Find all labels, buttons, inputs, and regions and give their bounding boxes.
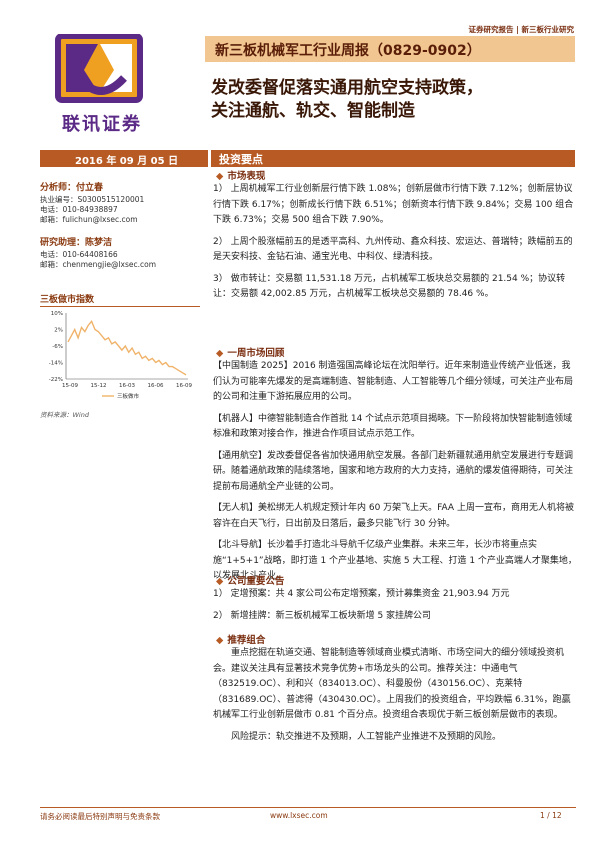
analyst-phone: 电话：010-84938897 bbox=[40, 205, 118, 214]
review-para: 【中国制造 2025】2016 制造强国高峰论坛在沈阳举行。近年来制造业传统产业… bbox=[213, 361, 574, 402]
headline-line-1: 发改委督促落实通用航空支持政策， bbox=[211, 78, 483, 98]
legend-label: 三板做市 bbox=[117, 392, 140, 400]
portfolio-para: 重点挖掘在轨道交通、智能制造等领域商业模式清晰、市场空间大的细分领域投资机会。建… bbox=[213, 648, 571, 720]
x-tick-label: 16-03 bbox=[119, 383, 135, 389]
assistant-email[interactable]: 邮箱：chenmengjie@lxsec.com bbox=[40, 260, 157, 269]
highlights-title: 投资要点 bbox=[219, 153, 263, 166]
section-company-title: 公司重要公告 bbox=[227, 576, 285, 587]
market-para: 2） 上周个股涨幅前五的是透平高科、九州传动、鑫众科技、宏运达、普瑞特；跌幅前五… bbox=[213, 236, 573, 263]
date-bar: 2016 年 09 月 05 日 bbox=[40, 150, 208, 167]
headline: 发改委督促落实通用航空支持政策， 关注通航、轨交、智能制造 bbox=[211, 77, 581, 123]
analyst-license: 执业编号：S0300515120001 bbox=[40, 195, 145, 204]
section-market-title: 市场表现 bbox=[227, 171, 266, 182]
assistant-phone: 电话：010-64408166 bbox=[40, 250, 118, 259]
series-line bbox=[67, 319, 187, 376]
company-logo: 联讯证券 bbox=[40, 33, 170, 140]
y-tick-label: -6% bbox=[52, 344, 63, 350]
highlights-bar: 投资要点 bbox=[211, 150, 575, 167]
chart-divider bbox=[40, 306, 200, 307]
x-tick-label: 16-09 bbox=[176, 383, 192, 389]
footer-disclaimer[interactable]: 请务必阅读最后特别声明与免责条款 bbox=[40, 812, 160, 821]
review-text: 【中国制造 2025】2016 制造强国高峰论坛在沈阳举行。近年来制造业传统产业… bbox=[213, 359, 577, 585]
company-text: 1） 定增预案：共 4 家公司公布定增预案，预计募集资金 21,903.94 万… bbox=[213, 587, 577, 624]
market-para: 3） 做市转让：交易额 11,531.18 万元，占机械军工板块总交易额的 21… bbox=[213, 273, 566, 300]
diamond-icon: ◆ bbox=[216, 635, 224, 646]
report-title: 新三板机械军工行业周报（0829-0902） bbox=[215, 43, 481, 59]
section-company: ◆ 公司重要公告 bbox=[216, 573, 284, 587]
section-portfolio-title: 推荐组合 bbox=[227, 635, 266, 646]
diamond-icon: ◆ bbox=[216, 576, 224, 587]
report-date: 2016 年 09 月 05 日 bbox=[75, 156, 179, 167]
review-para: 【无人机】美松绑无人机规定预计年内 60 万架飞上天。FAA 上周一宣布，商用无… bbox=[213, 503, 574, 529]
diamond-icon: ◆ bbox=[216, 348, 224, 359]
diamond-icon: ◆ bbox=[216, 171, 224, 182]
analyst-name: 分析师：付立春 bbox=[40, 183, 104, 193]
x-tick-label: 15-12 bbox=[91, 383, 107, 389]
review-para: 【通用航空】发改委督促各省加快通用航空发展。各部门赴新疆就通用航空发展进行专题调… bbox=[213, 450, 574, 492]
company-para: 1） 定增预案：共 4 家公司公布定增预案，预计募集资金 21,903.94 万… bbox=[213, 589, 510, 599]
chart-title: 三板做市指数 bbox=[40, 295, 95, 305]
footer-divider bbox=[40, 807, 576, 808]
x-tick-label: 15-09 bbox=[62, 383, 78, 389]
assistant-name: 研究助理：陈梦洁 bbox=[40, 238, 113, 248]
section-review-title: 一周市场回顾 bbox=[227, 348, 285, 359]
section-market: ◆ 市场表现 bbox=[216, 168, 265, 182]
footer-url[interactable]: www.lxsec.com bbox=[270, 811, 328, 820]
market-para: 1） 上周机械军工行业创新层行情下跌 1.08%；创新层做市行情下跌 7.12%… bbox=[213, 184, 574, 225]
report-category-tag: 证券研究报告 | 新三板行业研究 bbox=[468, 25, 574, 34]
y-tick-label: 10% bbox=[51, 311, 63, 317]
section-review: ◆ 一周市场回顾 bbox=[216, 345, 284, 359]
y-tick-label: 2% bbox=[54, 328, 63, 334]
risk-para: 风险提示：轨交推进不及预期，人工智能产业推进不及预期的风险。 bbox=[231, 731, 502, 742]
analyst-block: 分析师：付立春 执业编号：S0300515120001 电话：010-84938… bbox=[40, 182, 144, 225]
portfolio-text: 重点挖掘在轨道交通、智能制造等领域商业模式清晰、市场空间大的细分领域投资机会。建… bbox=[213, 646, 577, 745]
report-title-banner: 新三板机械军工行业周报（0829-0902） bbox=[205, 36, 575, 62]
y-tick-label: -14% bbox=[49, 361, 63, 367]
assistant-block: 研究助理：陈梦洁 电话：010-64408166 邮箱：chenmengjie@… bbox=[40, 237, 156, 270]
review-para: 【北斗导航】长沙着手打造北斗导航千亿级产业集群。未来三年，长沙市将重点实施“1+… bbox=[213, 540, 577, 581]
analyst-email[interactable]: 邮箱：fulichun@lxsec.com bbox=[40, 215, 138, 224]
chart-source: 资料来源：Wind bbox=[40, 411, 89, 419]
page-number: 1 / 12 bbox=[540, 811, 562, 820]
x-tick-label: 16-06 bbox=[148, 383, 164, 389]
company-para: 2） 新增挂牌：新三板机械军工板块新增 5 家挂牌公司 bbox=[213, 610, 432, 621]
y-tick-label: -22% bbox=[49, 377, 63, 383]
section-portfolio: ◆ 推荐组合 bbox=[216, 632, 265, 646]
headline-line-2: 关注通航、轨交、智能制造 bbox=[211, 101, 415, 121]
logo-text: 联讯证券 bbox=[62, 114, 142, 135]
market-text: 1） 上周机械军工行业创新层行情下跌 1.08%；创新层做市行情下跌 7.12%… bbox=[213, 182, 577, 303]
index-chart: 10% 2% -6% -14% -22%15-09 15-12 16-03 16-06 16-0… bbox=[49, 311, 193, 400]
review-para: 【机器人】中德智能制造合作首批 14 个试点示范项目揭晓。下一阶段将加快智能制造… bbox=[213, 413, 573, 440]
